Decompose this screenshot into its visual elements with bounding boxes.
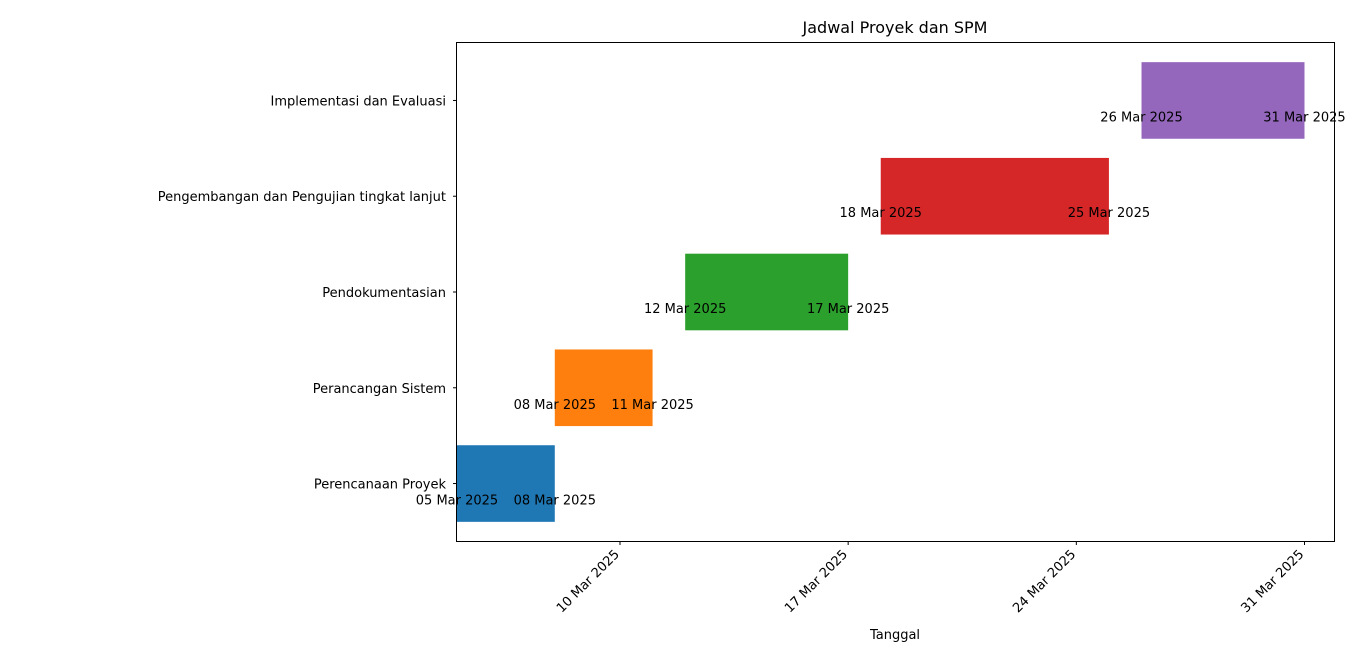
x-tick-label-3: 31 Mar 2025	[1238, 547, 1307, 616]
bar-end-label-4: 31 Mar 2025	[1263, 110, 1345, 125]
bar-end-label-1: 11 Mar 2025	[611, 398, 693, 413]
bar-end-label-2: 17 Mar 2025	[807, 302, 889, 317]
y-tick-label-1: Perancangan Sistem	[313, 382, 446, 397]
bar-start-label-1: 08 Mar 2025	[514, 398, 596, 413]
chart-title: Jadwal Proyek dan SPM	[802, 18, 988, 37]
bar-start-label-3: 18 Mar 2025	[840, 206, 922, 221]
y-tick-label-2: Pendokumentasian	[322, 286, 446, 301]
x-tick-label-0: 10 Mar 2025	[554, 547, 623, 616]
bar-start-label-2: 12 Mar 2025	[644, 302, 726, 317]
bar-3	[880, 157, 1109, 235]
y-tick-label-4: Implementasi dan Evaluasi	[270, 94, 446, 109]
bar-0	[457, 445, 555, 522]
x-tick-label-1: 17 Mar 2025	[782, 547, 851, 616]
bar-4	[1141, 62, 1305, 139]
x-axis-label: Tanggal	[869, 628, 920, 643]
x-tick-label-2: 24 Mar 2025	[1010, 547, 1079, 616]
bar-2	[685, 253, 849, 331]
bar-1	[554, 349, 653, 427]
bar-end-label-0: 08 Mar 2025	[514, 494, 596, 509]
y-tick-label-0: Perencanaan Proyek	[314, 478, 447, 493]
bar-start-label-4: 26 Mar 2025	[1100, 110, 1182, 125]
bar-end-label-3: 25 Mar 2025	[1068, 206, 1150, 221]
y-tick-label-3: Pengembangan dan Pengujian tingkat lanju…	[158, 190, 446, 205]
